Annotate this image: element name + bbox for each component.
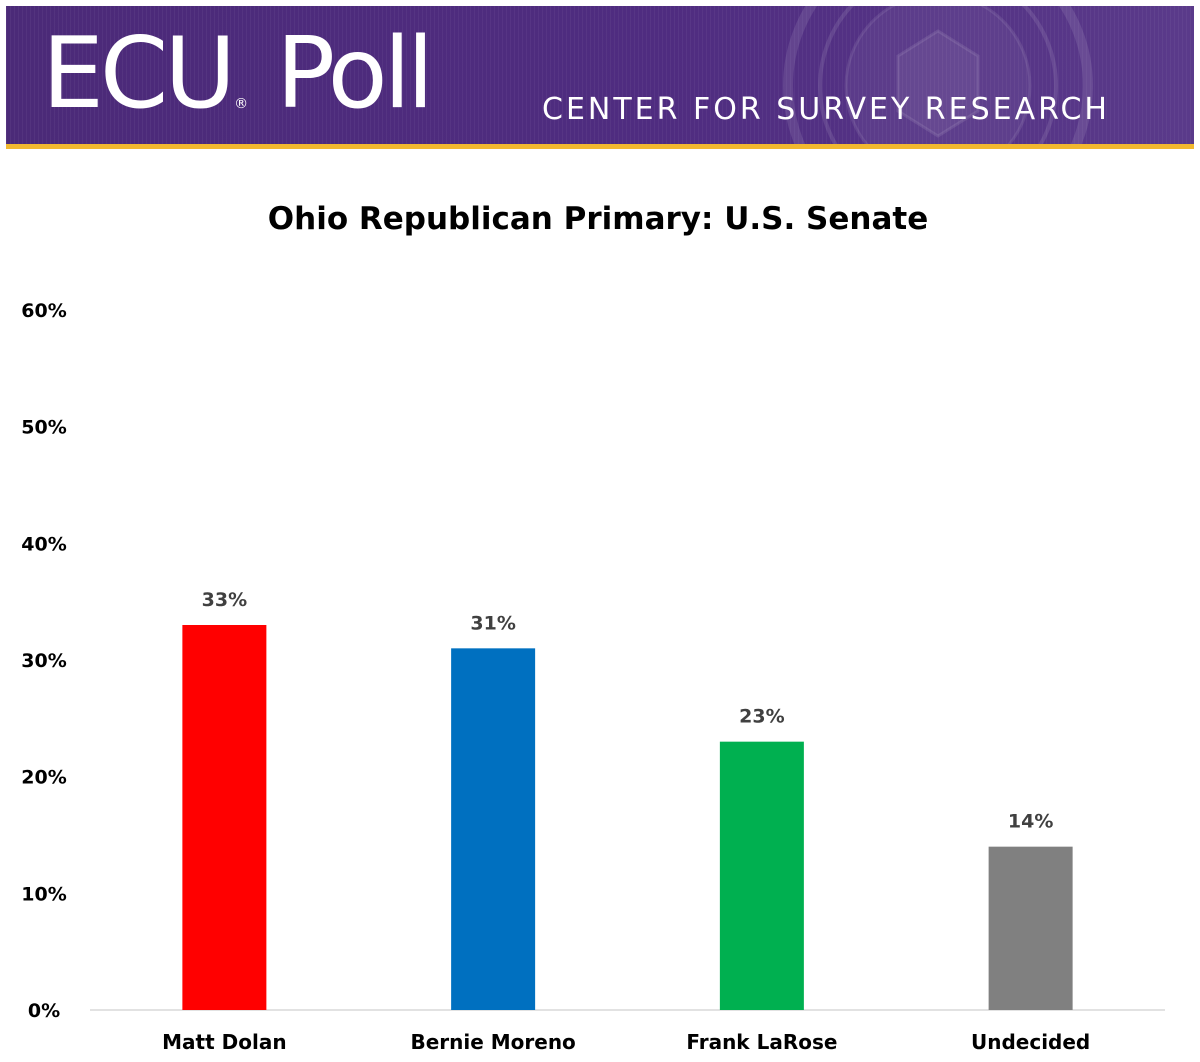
category-label: Matt Dolan xyxy=(162,1030,286,1054)
bar xyxy=(719,741,804,1010)
ecu-poll-logo: ECU ® Poll xyxy=(42,14,434,134)
y-axis-ticks: 0% 10% 20% 30% 40% 50% 60% xyxy=(21,300,66,1022)
chart-title: Ohio Republican Primary: U.S. Senate xyxy=(268,201,928,237)
category-label: Undecided xyxy=(971,1030,1090,1054)
banner-texture xyxy=(6,6,1194,144)
data-label: 33% xyxy=(202,589,247,611)
data-label: 14% xyxy=(1008,811,1053,833)
y-tick-label: 40% xyxy=(21,533,66,555)
category-label: Frank LaRose xyxy=(686,1030,837,1054)
bar xyxy=(451,648,536,1010)
category-labels-group: Matt Dolan Bernie Moreno Frank LaRose Undec… xyxy=(162,1030,1090,1054)
y-tick-label: 30% xyxy=(21,650,66,672)
ecu-poll-banner: ECU ® Poll CENTER FOR SURVEY RESEARCH xyxy=(6,6,1194,144)
y-tick-label: 20% xyxy=(21,767,66,789)
banner-tagline: CENTER FOR SURVEY RESEARCH xyxy=(542,92,1110,127)
banner-gold-stripe xyxy=(6,144,1194,149)
registered-mark: ® xyxy=(234,96,248,112)
y-tick-label: 0% xyxy=(28,1000,60,1022)
bars-group xyxy=(182,625,1073,1010)
data-labels-group: 33% 31% 23% 14% xyxy=(202,589,1054,833)
y-tick-label: 10% xyxy=(21,883,66,905)
logo-text-2: Poll xyxy=(276,17,434,131)
category-label: Bernie Moreno xyxy=(410,1030,575,1054)
bar xyxy=(182,625,267,1010)
bar-chart: Ohio Republican Primary: U.S. Senate 0% 1… xyxy=(21,201,1165,1054)
logo-text: ECU xyxy=(42,17,236,131)
data-label: 23% xyxy=(739,706,784,728)
bar xyxy=(988,846,1073,1010)
y-tick-label: 60% xyxy=(21,300,66,322)
data-label: 31% xyxy=(470,612,515,634)
y-tick-label: 50% xyxy=(21,417,66,439)
university-seal-watermark xyxy=(783,6,1093,144)
